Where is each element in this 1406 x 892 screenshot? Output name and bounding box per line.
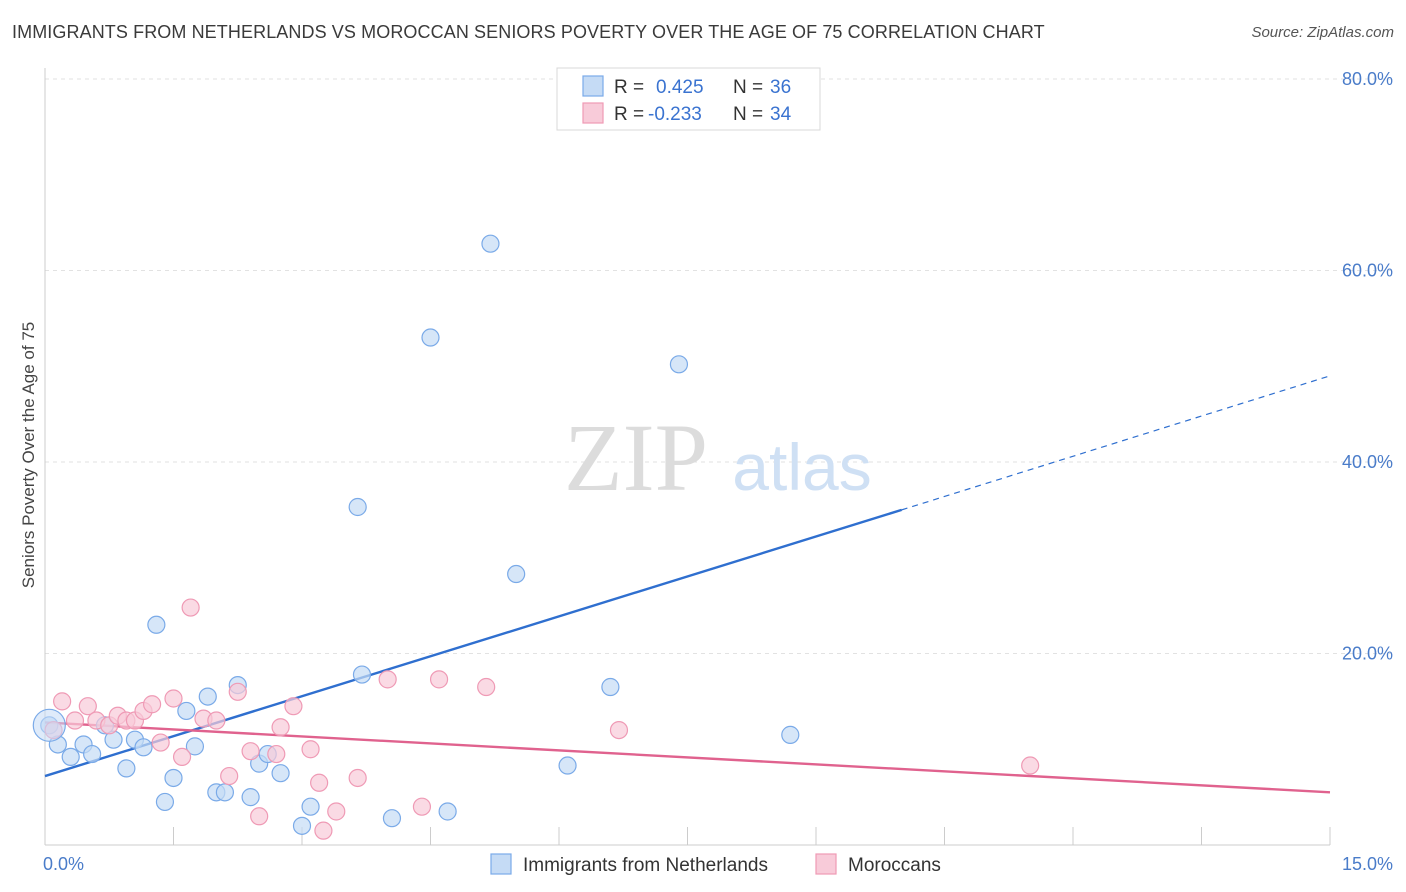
watermark: ZIP atlas [564,404,872,511]
stats-legend: R = 0.425 N = 36 R = -0.233 N = 34 [556,67,821,131]
netherlands-point-25 [348,497,367,517]
bottom-legend-netherlands: Immigrants from Netherlands [523,855,768,876]
moroccans-point-18 [228,682,247,701]
watermark-atlas: atlas [732,430,871,504]
netherlands-point-30 [481,234,500,253]
netherlands-point-31 [507,564,526,584]
moroccans-point-33 [609,720,629,740]
legend-n-label-2: N = [733,104,763,125]
moroccans-point-3 [78,697,97,716]
netherlands-point-32 [558,756,577,775]
netherlands-point-27 [382,809,402,828]
legend-n-value-2: 34 [770,104,792,125]
netherlands-point-24 [301,797,320,816]
netherlands-point-26 [352,665,372,684]
netherlands-point-33 [601,677,620,697]
netherlands-point-22 [271,764,290,783]
netherlands-point-23 [292,816,312,835]
netherlands-point-13 [177,701,196,721]
moroccans-point-27 [327,802,346,821]
netherlands-point-15 [198,687,217,706]
moroccans-point-31 [429,670,449,689]
legend-r-value-1: 0.425 [656,77,704,98]
netherlands-point-34 [669,355,689,374]
netherlands-point-19 [241,788,260,807]
moroccans-point-28 [348,768,367,788]
netherlands-point-2 [61,747,80,767]
moroccans-point-13 [172,747,192,767]
legend-n-value-1: 36 [770,77,791,98]
moroccans-point-34 [1021,756,1040,775]
y-tick-label-1: 40.0% [1342,452,1393,472]
tick-labels: 20.0% 40.0% 60.0% 80.0% 0.0% 15.0% [43,69,1393,874]
netherlands-trend-line [44,508,903,778]
moroccans-point-2 [65,711,85,730]
data-points [32,234,1040,840]
moroccans-point-16 [207,711,226,730]
moroccans-point-14 [181,598,200,617]
grid-lines [45,78,1392,654]
moroccans-point-22 [271,718,290,737]
netherlands-point-10 [147,615,166,634]
netherlands-point-7 [117,759,136,778]
watermark-zip: ZIP [564,404,708,511]
moroccans-trend-line [44,721,1331,794]
moroccans-point-25 [310,773,329,792]
legend-n-label-1: N = [733,77,763,98]
moroccans-point-30 [412,797,432,816]
moroccans-point-17 [220,766,239,786]
legend-r-label-1: R = [614,77,644,98]
y-tick-label-0: 20.0% [1342,644,1393,664]
moroccans-point-29 [378,670,397,689]
netherlands-point-11 [155,792,175,812]
legend-r-label-2: R = [614,104,644,125]
x-tick-label-0: 0.0% [43,854,84,874]
netherlands-point-17 [215,783,234,802]
moroccans-point-21 [267,744,286,764]
bottom-legend-moroccans: Moroccans [848,855,941,876]
moroccans-point-11 [151,733,170,752]
legend-swatch-moroccans [582,102,604,124]
y-axis-label: Seniors Poverty Over the Age of 75 [19,322,38,588]
moroccans-point-32 [477,677,496,697]
legend-r-value-2: -0.233 [648,104,702,125]
source-label: Source: ZipAtlas.com [1251,24,1394,41]
netherlands-point-14 [185,737,205,756]
netherlands-trend-extension [901,375,1331,511]
moroccans-point-1 [53,692,72,711]
moroccans-point-10 [142,695,162,714]
trend-lines [44,375,1331,794]
y-tick-label-2: 60.0% [1342,261,1393,281]
y-tick-label-3: 80.0% [1342,69,1393,89]
moroccans-point-23 [284,697,303,716]
bottom-legend-swatch-moroccans [815,853,837,875]
moroccans-point-26 [314,821,333,840]
bottom-legend-swatch-netherlands [490,853,512,875]
series-legend: Immigrants from Netherlands Moroccans [490,853,941,876]
netherlands-point-4 [83,744,102,764]
legend-swatch-netherlands [582,75,604,97]
netherlands-point-9 [134,738,153,757]
moroccans-point-19 [241,742,260,761]
netherlands-point-29 [438,802,457,821]
moroccans-point-24 [301,740,320,759]
moroccans-point-20 [250,807,269,826]
moroccans-point-12 [164,689,183,708]
chart-title: IMMIGRANTS FROM NETHERLANDS VS MOROCCAN … [12,22,1045,42]
netherlands-point-12 [164,768,183,788]
netherlands-cluster-point [32,708,66,742]
x-tick-label-1: 15.0% [1342,854,1393,874]
netherlands-point-28 [421,328,440,347]
netherlands-point-35 [781,725,800,744]
